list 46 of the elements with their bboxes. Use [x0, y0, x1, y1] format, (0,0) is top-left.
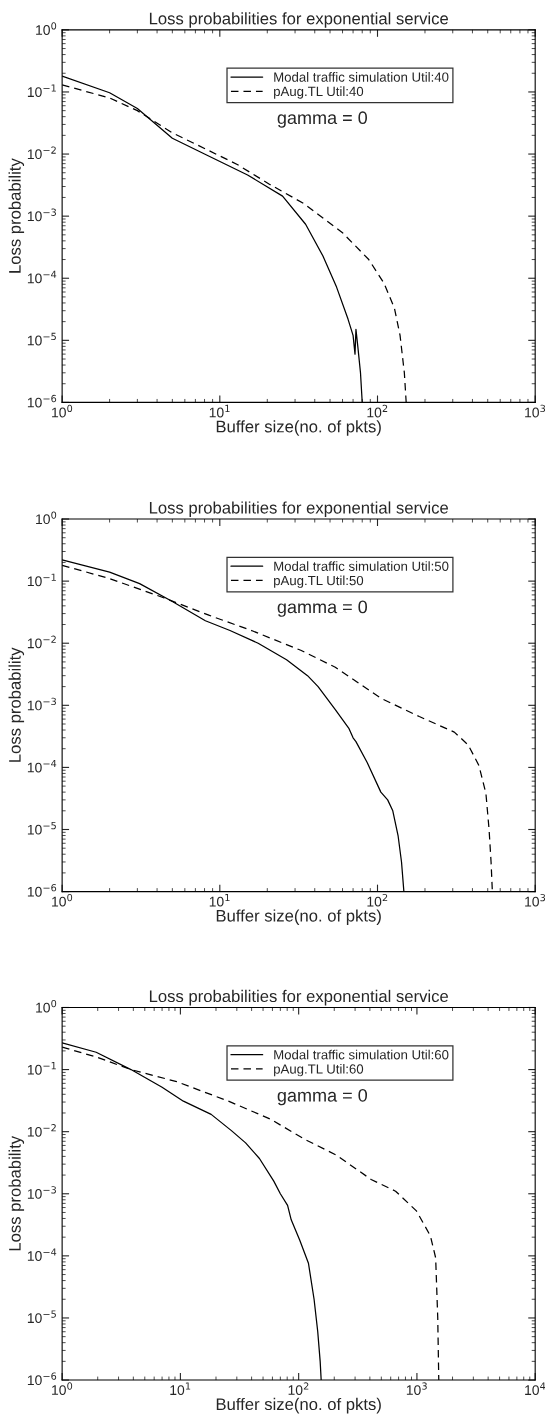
annotation: gamma = 0	[277, 600, 368, 617]
x-tick-label: 10$^{4}$	[525, 1382, 545, 1396]
y-tick-label: 10$^{0}$	[36, 22, 57, 35]
legend-label: pAug.TL Util:40	[274, 86, 364, 99]
y-tick-label: 10$^{−4}$	[27, 759, 57, 773]
x-axis-title: Buffer size(no. of pkts)	[216, 420, 381, 436]
x-tick-label: 10$^{2}$	[367, 404, 388, 418]
y-tick-label: 10$^{0}$	[36, 511, 57, 525]
y-tick-label: 10$^{−2}$	[27, 146, 56, 160]
annotation: gamma = 0	[277, 1088, 368, 1106]
legend-label: pAug.TL Util:50	[274, 575, 364, 588]
y-tick-label: 10$^{−3}$	[27, 208, 56, 222]
y-tick-label: 10$^{−1}$	[27, 84, 56, 98]
x-tick-label: 10$^{3}$	[525, 893, 545, 907]
x-axis-title: Buffer size(no. of pkts)	[216, 909, 381, 925]
y-tick-label: 10$^{−3}$	[27, 1186, 56, 1199]
x-tick-label: 10$^{1}$	[170, 1382, 191, 1396]
y-axis-title: Loss probability	[8, 158, 25, 273]
y-tick-label: 10$^{−5}$	[27, 822, 56, 835]
x-tick-label: 10$^{3}$	[406, 1382, 427, 1396]
x-tick-label: 10$^{1}$	[209, 404, 230, 418]
legend-label: pAug.TL Util:60	[274, 1063, 364, 1077]
x-tick-label: 10$^{3}$	[525, 404, 545, 418]
legend-label: Modal traffic simulation Util:40	[274, 72, 449, 82]
chart-title: Loss probabilities for exponential service	[149, 989, 449, 1006]
y-tick-label: 10$^{−4}$	[27, 1248, 57, 1261]
chart-title: Loss probabilities for exponential service	[149, 12, 449, 28]
annotation: gamma = 0	[277, 111, 368, 128]
y-tick-label: 10$^{−1}$	[27, 573, 56, 587]
legend-label: Modal traffic simulation Util:50	[274, 561, 449, 571]
x-tick-label: 10$^{1}$	[209, 894, 230, 907]
y-tick-label: 10$^{−2}$	[27, 635, 56, 649]
chart-title: Loss probabilities for exponential service	[149, 501, 449, 517]
y-axis-title: Loss probability	[8, 1135, 25, 1251]
y-axis-title: Loss probability	[8, 647, 25, 762]
legend-label: Modal traffic simulation Util:60	[274, 1049, 449, 1060]
x-axis-title: Buffer size(no. of pkts)	[216, 1397, 381, 1414]
y-tick-label: 10$^{−5}$	[27, 1310, 56, 1324]
y-tick-label: 10$^{−1}$	[27, 1062, 56, 1075]
y-tick-label: 10$^{−3}$	[27, 697, 56, 711]
x-tick-label: 10$^{2}$	[367, 893, 388, 907]
y-tick-label: 10$^{−5}$	[27, 332, 56, 346]
y-tick-label: 10$^{−2}$	[27, 1124, 56, 1137]
y-tick-label: 10$^{0}$	[36, 999, 57, 1013]
y-tick-label: 10$^{−4}$	[27, 270, 57, 284]
x-tick-label: 10$^{2}$	[288, 1382, 309, 1396]
